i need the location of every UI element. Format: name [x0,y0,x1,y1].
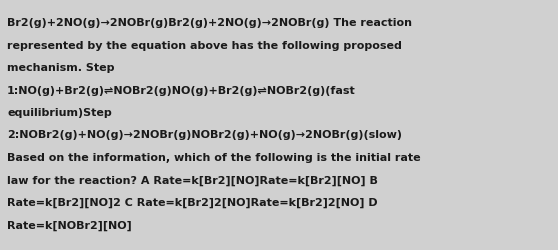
Text: Rate=k[Br2][NO]2 C Rate=k[Br2]2[NO]Rate=k[Br2]2[NO] D: Rate=k[Br2][NO]2 C Rate=k[Br2]2[NO]Rate=… [7,197,378,207]
Text: 2:NOBr2(g)+NO(g)→2NOBr(g)NOBr2(g)+NO(g)→2NOBr(g)(slow): 2:NOBr2(g)+NO(g)→2NOBr(g)NOBr2(g)+NO(g)→… [7,130,402,140]
Text: mechanism. Step: mechanism. Step [7,63,114,73]
Text: Based on the information, which of the following is the initial rate: Based on the information, which of the f… [7,152,421,162]
Text: represented by the equation above has the following proposed: represented by the equation above has th… [7,40,402,50]
Text: Rate=k[NOBr2][NO]: Rate=k[NOBr2][NO] [7,220,132,230]
Text: law for the reaction? A Rate=k[Br2][NO]Rate=k[Br2][NO] B: law for the reaction? A Rate=k[Br2][NO]R… [7,175,378,185]
Text: equilibrium)Step: equilibrium)Step [7,108,112,118]
Text: 1:NO(g)+Br2(g)⇌NOBr2(g)NO(g)+Br2(g)⇌NOBr2(g)(fast: 1:NO(g)+Br2(g)⇌NOBr2(g)NO(g)+Br2(g)⇌NOBr… [7,85,356,95]
Text: Br2(g)+2NO(g)→2NOBr(g)Br2(g)+2NO(g)→2NOBr(g) The reaction: Br2(g)+2NO(g)→2NOBr(g)Br2(g)+2NO(g)→2NOB… [7,18,412,28]
